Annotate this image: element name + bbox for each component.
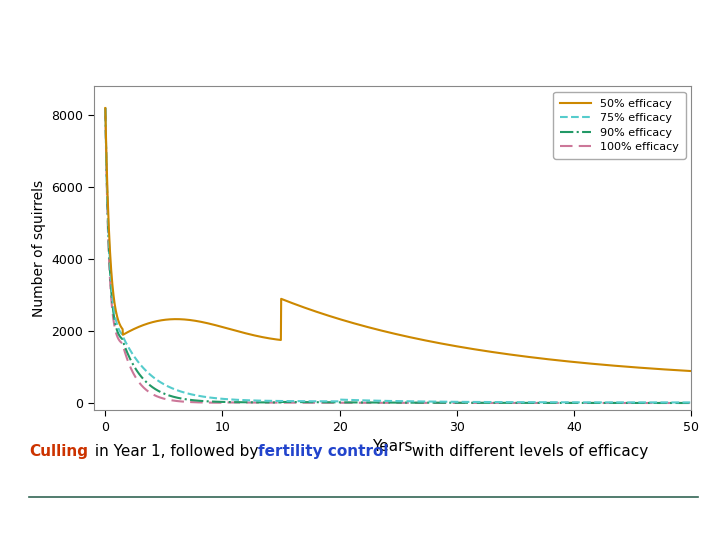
100% efficacy: [562, 400, 571, 406]
Line: 75% efficacy: 75% efficacy: [105, 108, 691, 402]
50% efficacy: [131, 325, 140, 332]
100% efficacy: [370, 400, 379, 406]
90% efficacy: [370, 399, 379, 406]
100% efficacy: [670, 400, 678, 406]
Text: with different levels of efficacy: with different levels of efficacy: [407, 444, 648, 460]
90% efficacy: [670, 400, 678, 406]
Line: 100% efficacy: 100% efficacy: [105, 108, 691, 403]
Legend: 50% efficacy, 75% efficacy, 90% efficacy, 100% efficacy: 50% efficacy, 75% efficacy, 90% efficacy…: [554, 92, 685, 159]
75% efficacy: [370, 397, 379, 404]
Line: 90% efficacy: 90% efficacy: [105, 108, 691, 403]
50% efficacy: [687, 368, 696, 374]
75% efficacy: [670, 399, 678, 406]
75% efficacy: [562, 399, 571, 406]
75% efficacy: [101, 105, 109, 111]
100% efficacy: [131, 374, 140, 380]
90% efficacy: [670, 400, 678, 406]
100% efficacy: [101, 105, 109, 111]
50% efficacy: [101, 105, 109, 111]
50% efficacy: [670, 367, 678, 373]
50% efficacy: [386, 329, 395, 336]
X-axis label: Years: Years: [372, 440, 413, 454]
50% efficacy: [670, 367, 678, 373]
100% efficacy: [687, 400, 696, 406]
90% efficacy: [386, 400, 395, 406]
90% efficacy: [687, 400, 696, 406]
100% efficacy: [386, 400, 395, 406]
Text: in Year 1, followed by: in Year 1, followed by: [90, 444, 264, 460]
Y-axis label: Number of squirrels: Number of squirrels: [32, 180, 45, 317]
Line: 50% efficacy: 50% efficacy: [105, 108, 691, 371]
90% efficacy: [562, 400, 571, 406]
Text: fertility control: fertility control: [258, 444, 388, 460]
75% efficacy: [386, 398, 395, 404]
90% efficacy: [131, 365, 140, 372]
50% efficacy: [562, 358, 571, 365]
90% efficacy: [101, 105, 109, 111]
Text: Culling: Culling: [29, 444, 88, 460]
75% efficacy: [670, 399, 678, 406]
100% efficacy: [670, 400, 678, 406]
50% efficacy: [370, 326, 379, 332]
75% efficacy: [687, 399, 696, 406]
75% efficacy: [131, 355, 140, 361]
Text: Year 1 results integrated with Defra study: Year 1 results integrated with Defra stu…: [78, 24, 642, 49]
